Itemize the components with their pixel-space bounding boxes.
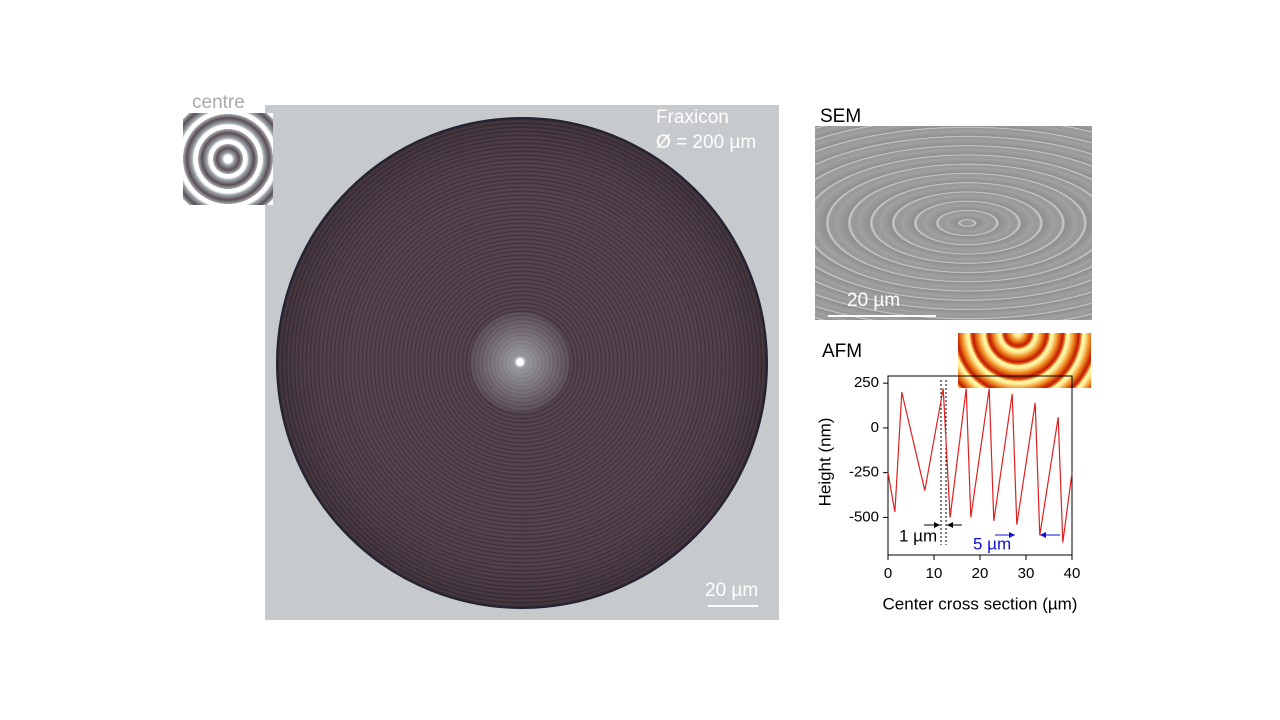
centre-label: centre	[192, 92, 245, 113]
x-tick-label: 0	[884, 565, 892, 582]
annotation: 5 µm	[973, 534, 1011, 553]
sem-label: SEM	[820, 106, 862, 127]
centre-inset	[183, 113, 273, 205]
x-tick-label: 10	[926, 565, 943, 582]
sem-scale-label: 20 µm	[847, 290, 901, 311]
y-tick-label: -250	[849, 464, 879, 481]
micrograph	[265, 105, 779, 620]
afm-label: AFM	[822, 341, 863, 362]
x-axis-title: Center cross section (µm)	[883, 594, 1078, 613]
y-tick-label: 250	[854, 374, 879, 391]
diameter-label: Ø = 200 µm	[656, 132, 757, 153]
centre-glow	[470, 312, 570, 412]
arrow-head	[947, 522, 953, 528]
y-tick-label: -500	[849, 508, 879, 525]
main-scale-bar	[708, 605, 758, 607]
fraxicon-label: Fraxicon	[656, 107, 729, 128]
y-tick-label: 0	[871, 419, 879, 436]
sem-image	[815, 126, 1092, 320]
x-tick-label: 30	[1018, 565, 1035, 582]
sem-scale-bar	[828, 315, 936, 317]
x-tick-label: 20	[972, 565, 989, 582]
arrow-head	[1040, 532, 1046, 538]
arrow-head	[1009, 532, 1015, 538]
main-scale-label: 20 µm	[705, 580, 759, 601]
arrow-head	[934, 522, 940, 528]
height-profile	[887, 388, 1073, 543]
afm-image	[958, 333, 1091, 388]
annotation: 1 µm	[899, 526, 937, 545]
x-tick-label: 40	[1064, 565, 1081, 582]
y-axis-title: Height (nm)	[815, 418, 834, 507]
